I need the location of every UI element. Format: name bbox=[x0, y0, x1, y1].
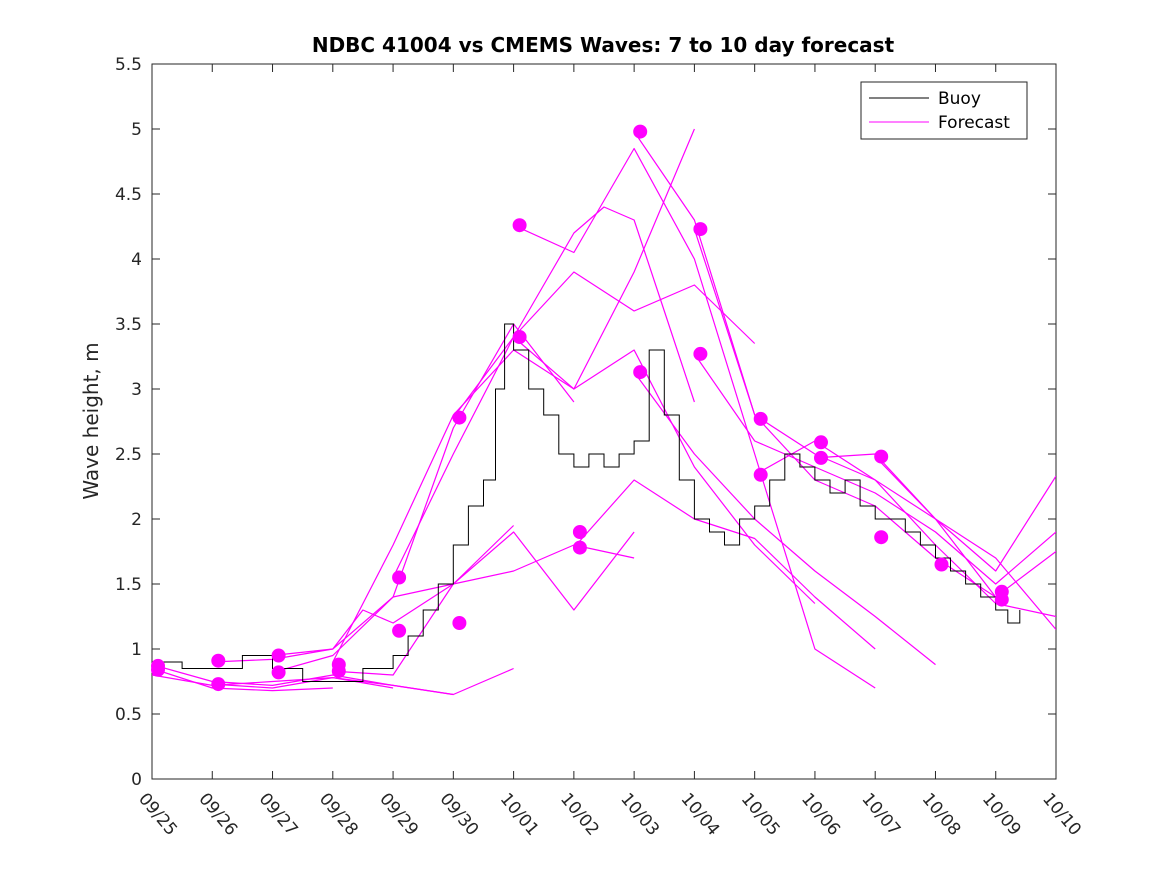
chart-title: NDBC 41004 vs CMEMS Waves: 7 to 10 day f… bbox=[312, 33, 895, 57]
forecast-line bbox=[633, 371, 936, 666]
buoy-line bbox=[152, 323, 1021, 682]
y-tick-label: 2.5 bbox=[115, 445, 142, 465]
legend: Buoy Forecast bbox=[860, 81, 1028, 140]
forecast-marker bbox=[934, 557, 949, 572]
forecast-marker bbox=[512, 218, 527, 233]
forecast-marker bbox=[512, 330, 527, 344]
y-tick-label: 3.5 bbox=[115, 315, 142, 335]
y-tick-label: 1 bbox=[131, 640, 142, 660]
forecast-marker bbox=[693, 222, 708, 237]
forecast-marker bbox=[271, 665, 286, 680]
legend-buoy-label: Buoy bbox=[938, 89, 981, 109]
forecast-line bbox=[152, 667, 333, 692]
axes-box bbox=[151, 63, 1057, 780]
y-tick-label: 5.5 bbox=[115, 55, 142, 75]
y-tick-label: 0 bbox=[131, 770, 142, 790]
forecast-marker bbox=[874, 449, 889, 464]
forecast-marker bbox=[814, 450, 828, 465]
forecast-line bbox=[573, 479, 876, 650]
plot-area: 00.511.522.533.544.555.509/25 09/26 09/27 0… bbox=[115, 55, 1085, 840]
y-axis-label: Wave height, m bbox=[79, 342, 103, 499]
forecast-marker bbox=[994, 592, 1009, 607]
y-tick-label: 3 bbox=[131, 380, 142, 400]
marker-layer bbox=[151, 124, 1009, 692]
forecast-line bbox=[874, 456, 1056, 598]
forecast-marker bbox=[392, 570, 407, 585]
forecast-marker bbox=[814, 435, 828, 450]
forecast-marker bbox=[633, 365, 648, 380]
forecast-line bbox=[332, 531, 635, 676]
y-tick-label: 5 bbox=[131, 120, 142, 140]
forecast-marker bbox=[874, 530, 889, 545]
y-tick-label: 1.5 bbox=[115, 575, 142, 595]
forecast-marker bbox=[151, 662, 165, 677]
forecast-marker bbox=[693, 346, 708, 361]
forecast-marker bbox=[753, 467, 768, 482]
forecast-marker bbox=[452, 410, 467, 425]
forecast-marker bbox=[572, 525, 587, 539]
y-tick-label: 2 bbox=[131, 510, 142, 530]
forecast-marker bbox=[211, 653, 226, 668]
forecast-marker bbox=[633, 124, 648, 139]
legend-box bbox=[860, 81, 1028, 140]
y-tick-label: 4.5 bbox=[115, 185, 142, 205]
forecast-line bbox=[513, 147, 876, 689]
forecast-marker bbox=[753, 411, 768, 426]
y-tick-label: 0.5 bbox=[115, 705, 142, 725]
series-layer bbox=[152, 128, 1056, 696]
y-tick-label: 4 bbox=[131, 250, 142, 270]
legend-forecast-label: Forecast bbox=[938, 113, 1010, 133]
forecast-line bbox=[452, 206, 695, 418]
forecast-line bbox=[392, 271, 756, 578]
forecast-marker bbox=[392, 623, 407, 638]
forecast-marker bbox=[271, 648, 286, 663]
forecast-marker bbox=[452, 616, 467, 630]
forecast-line bbox=[754, 440, 1056, 572]
forecast-marker bbox=[331, 664, 346, 679]
forecast-marker bbox=[572, 540, 587, 555]
forecast-line bbox=[693, 353, 1056, 585]
forecast-marker bbox=[211, 677, 226, 692]
